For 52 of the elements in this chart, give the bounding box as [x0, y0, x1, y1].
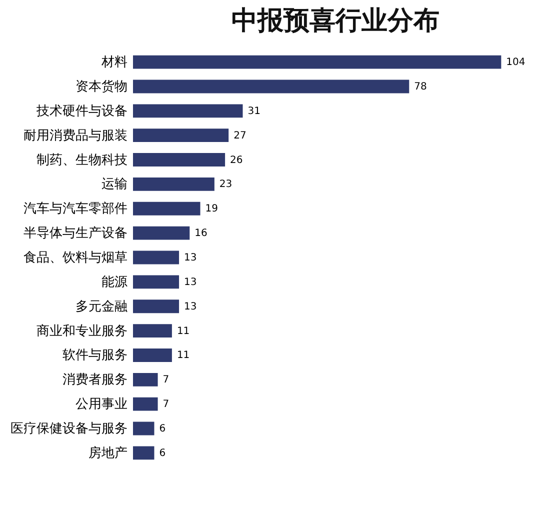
data-label: 7 [162, 399, 170, 410]
chart-title: 中报预喜行业分布 [232, 6, 440, 36]
data-label: 27 [234, 130, 246, 142]
y-tick-label: 资本货物 [76, 79, 128, 94]
bar [133, 372, 158, 386]
y-tick-label: 商业和专业服务 [36, 324, 128, 339]
y-tick-label: 医疗保健设备与服务 [10, 422, 128, 437]
y-tick-label: 食品、饮料与烟草 [24, 250, 128, 266]
bar [133, 80, 410, 94]
data-label: 19 [205, 204, 218, 215]
data-label: 11 [176, 326, 190, 337]
bar [133, 324, 172, 338]
bar [133, 446, 154, 460]
data-label: 78 [414, 81, 427, 92]
y-tick-label: 材料 [100, 55, 128, 70]
bar [133, 348, 172, 362]
data-label: 13 [184, 252, 197, 264]
data-label: 6 [159, 424, 166, 435]
y-tick-label: 技术硬件与设备 [36, 104, 128, 119]
bar [133, 422, 154, 436]
bar [133, 104, 243, 118]
y-tick-label: 房地产 [88, 444, 128, 461]
bar [133, 202, 200, 216]
y-tick-label: 公用事业 [76, 397, 128, 412]
y-tick-label: 消费者服务 [62, 372, 128, 388]
bar [133, 55, 502, 69]
y-tick-label: 能源 [102, 274, 128, 290]
y-tick-label: 汽车与汽车零部件 [24, 202, 128, 217]
y-tick-label: 制药、生物科技 [36, 152, 128, 168]
y-tick-label: 软件与服务 [62, 348, 128, 364]
bar [133, 226, 190, 240]
bar [133, 250, 180, 264]
bar [133, 275, 180, 289]
y-tick-label: 多元金融 [76, 299, 128, 314]
data-label: 23 [219, 179, 232, 190]
data-label: 11 [176, 350, 190, 362]
bar [133, 128, 229, 142]
data-label: 13 [184, 301, 197, 312]
y-tick-label: 运输 [102, 177, 128, 192]
data-label: 26 [230, 154, 243, 166]
bar [133, 300, 180, 314]
data-label: 13 [184, 276, 197, 288]
y-tick-label: 半导体与生产设备 [24, 226, 128, 242]
bar [133, 153, 226, 166]
bar [133, 177, 214, 191]
data-label: 104 [506, 57, 526, 68]
data-label: 7 [162, 374, 170, 386]
data-label: 31 [248, 106, 260, 117]
data-label: 6 [159, 448, 166, 459]
bar [133, 397, 158, 411]
data-label: 16 [194, 228, 208, 240]
y-tick-label: 耐用消费品与服装 [24, 128, 128, 144]
